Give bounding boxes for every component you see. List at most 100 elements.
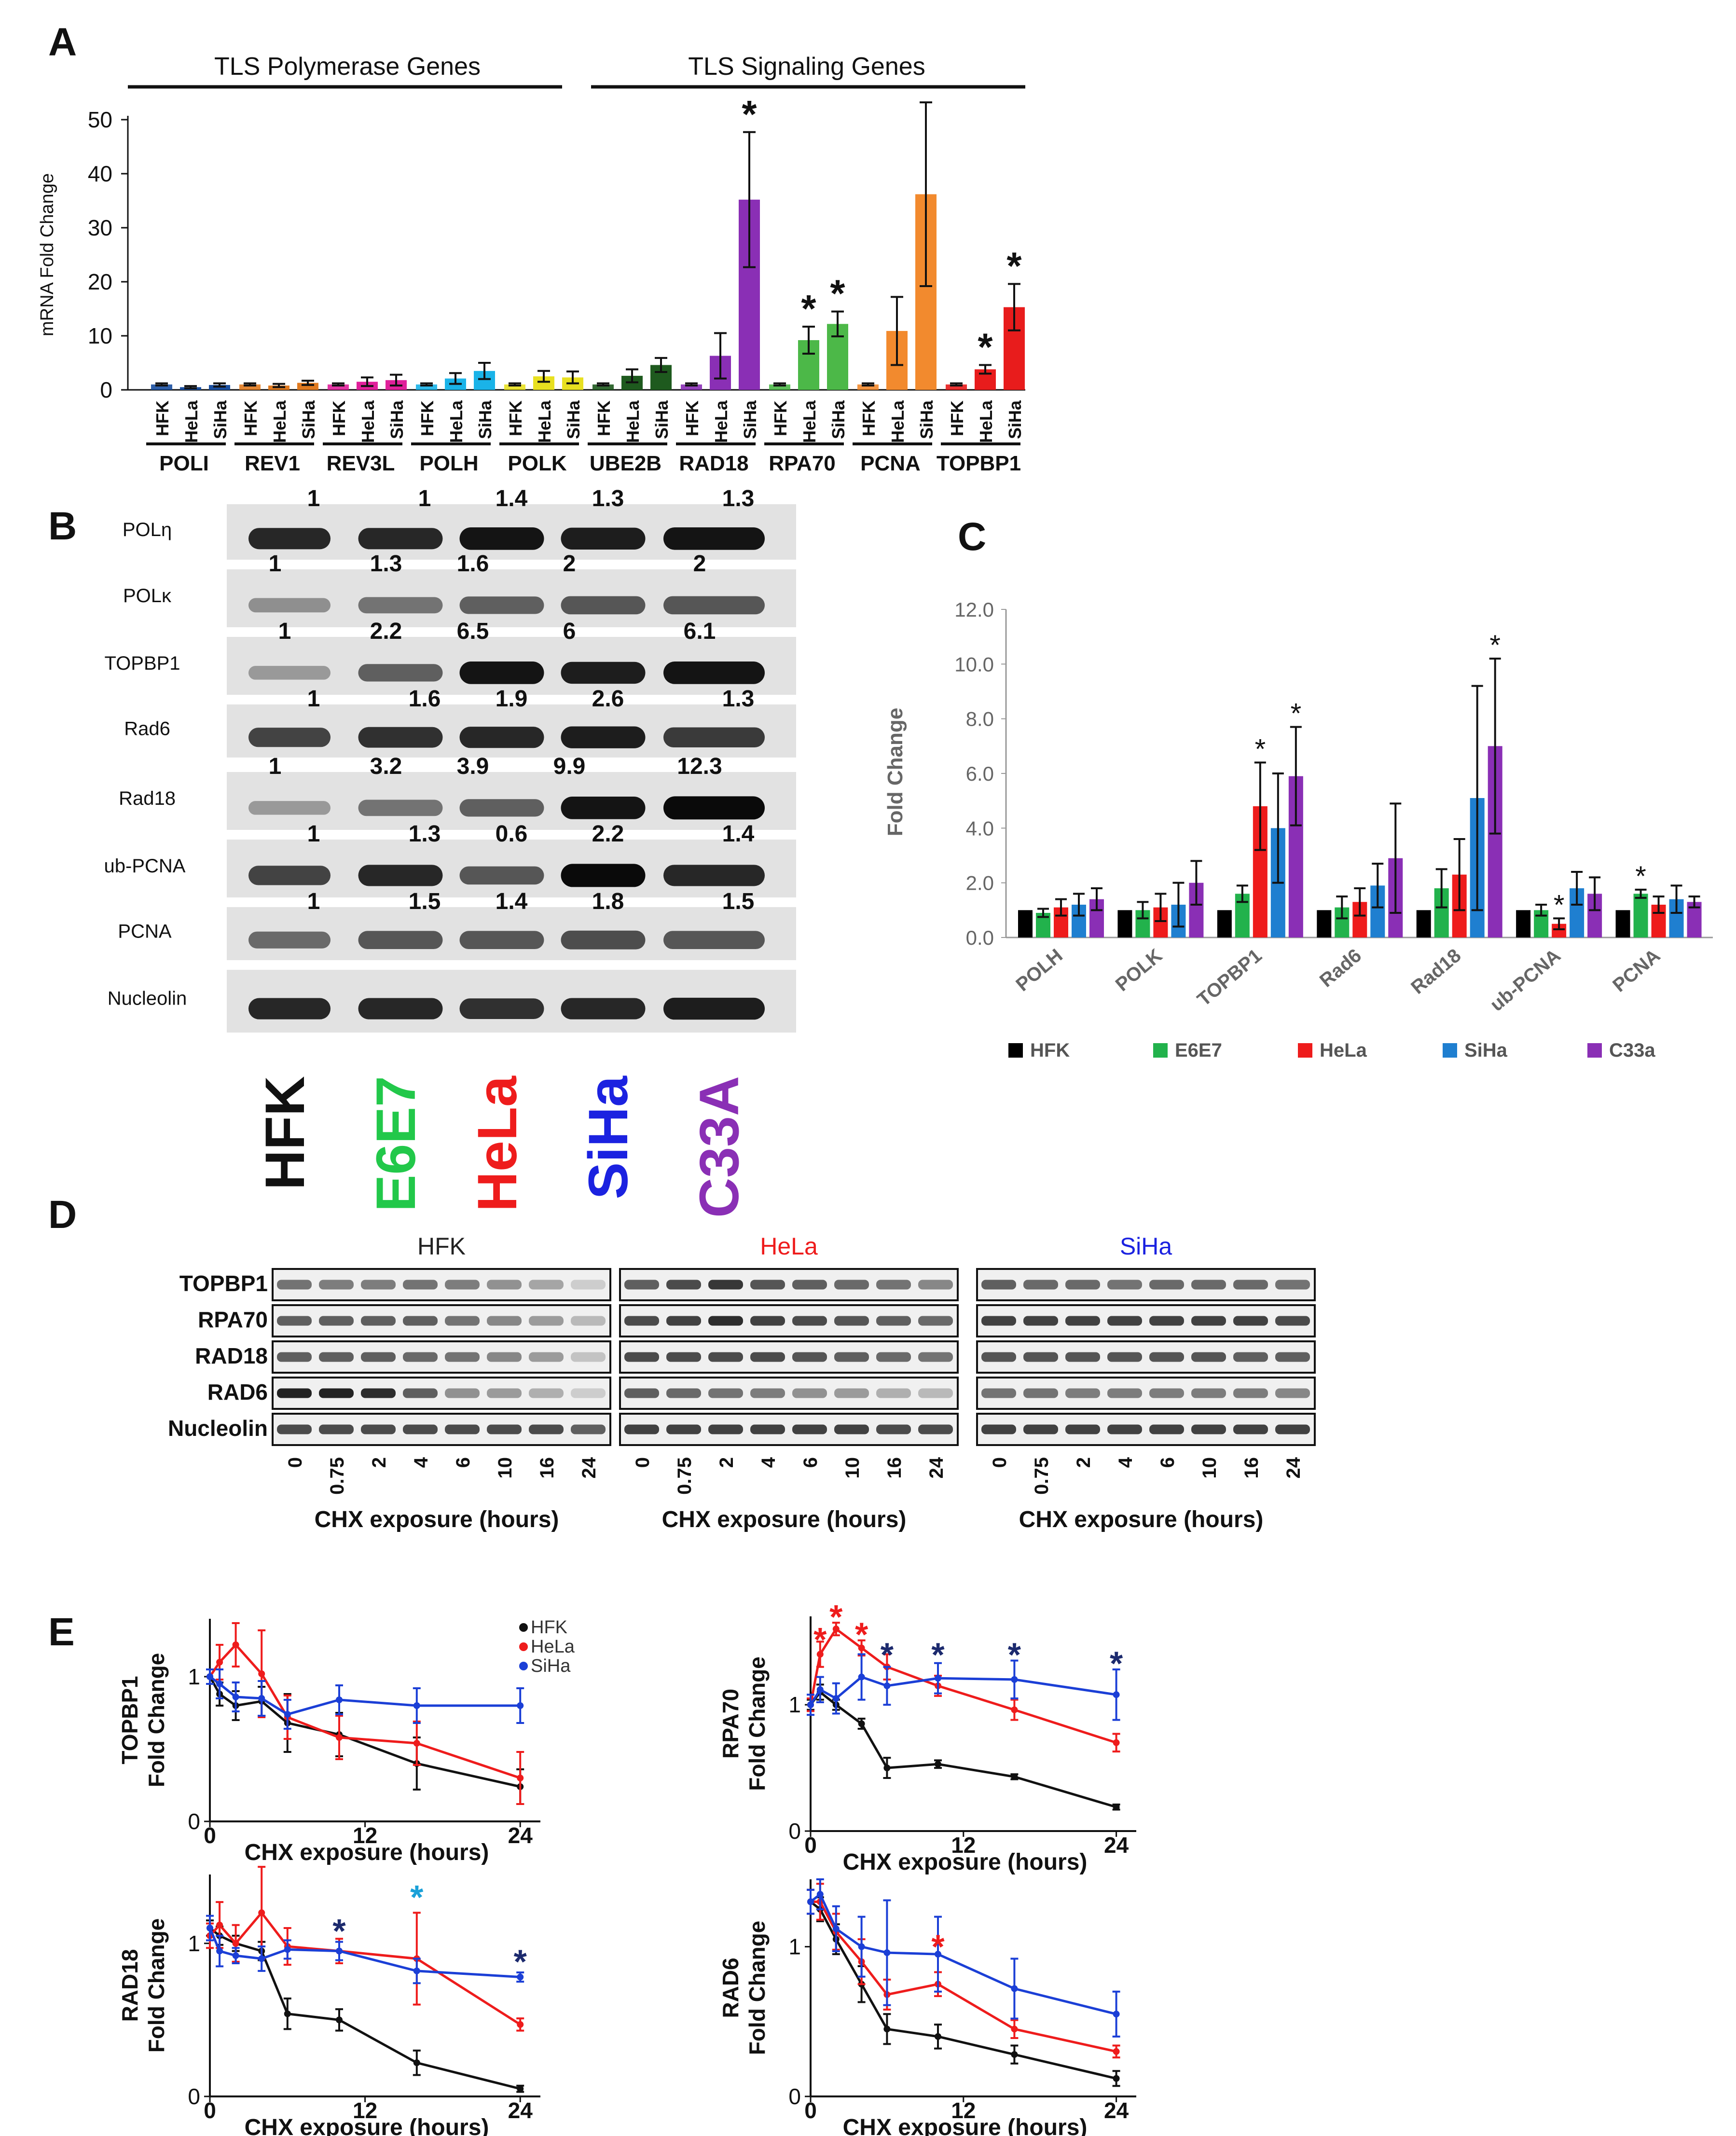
e-series-line-siha — [209, 1675, 521, 1716]
d-timepoint-label: 24 — [1283, 1457, 1304, 1478]
b-quant-value: 1.3 — [370, 551, 402, 577]
e-data-point — [1113, 2075, 1120, 2082]
e-series-line-hela — [811, 1901, 1117, 2053]
b-quant-value: 1.3 — [722, 486, 755, 511]
d-blot-band — [277, 1388, 312, 1398]
a-gene-label: PCNA — [860, 452, 921, 475]
d-blot-band — [361, 1316, 396, 1326]
e-x-tick-label: 12 — [353, 1823, 377, 1848]
d-blot-band — [277, 1280, 312, 1290]
e-data-point — [858, 1673, 865, 1681]
b-blot-band — [248, 998, 331, 1020]
d-blot-band — [445, 1280, 480, 1290]
e-data-point — [232, 1694, 239, 1700]
e-x-tick-label: 24 — [508, 2098, 533, 2123]
e-data-point — [816, 1891, 824, 1898]
a-section-label: TLS Polymerase Genes — [214, 53, 481, 81]
d-blot-band — [834, 1280, 869, 1290]
e-data-point — [883, 1949, 891, 1957]
b-blot-band — [561, 726, 646, 748]
e-data-point — [935, 1951, 941, 1958]
b-blot-band — [663, 997, 765, 1020]
b-blot-band — [248, 728, 331, 747]
b-quant-value: 1 — [269, 551, 282, 577]
d-blot-band — [1233, 1424, 1268, 1434]
d-blot-band — [981, 1280, 1016, 1290]
c-legend-label: C33a — [1609, 1040, 1655, 1061]
b-quant-value: 1.6 — [457, 551, 489, 577]
d-blot-band — [1065, 1316, 1100, 1326]
a-sample-label: HeLa — [711, 400, 731, 443]
a-sample-label: SiHa — [828, 400, 848, 439]
a-sample-label: SiHa — [652, 400, 672, 439]
b-blot-band — [248, 801, 331, 815]
e-data-point — [336, 1734, 343, 1741]
d-timepoint-label: 0 — [285, 1457, 306, 1468]
e-data-point — [883, 1764, 891, 1772]
a-sample-label: HFK — [859, 400, 879, 436]
e-data-point — [517, 1775, 524, 1781]
b-lane-label: SiHa — [578, 1075, 639, 1199]
e-data-point — [232, 1641, 239, 1648]
b-blot-band — [358, 597, 443, 614]
a-sample-label: HFK — [682, 400, 702, 436]
a-sample-label: HFK — [152, 400, 172, 436]
b-quant-value: 1.6 — [409, 686, 441, 712]
e-data-point — [807, 1898, 814, 1905]
a-sample-label: SiHa — [210, 400, 230, 439]
e-series-line-hfk — [209, 1927, 521, 2090]
d-blot-band — [792, 1424, 827, 1434]
c-legend-swatch — [1153, 1043, 1168, 1058]
d-blot-band — [981, 1316, 1016, 1326]
d-blot-band — [277, 1424, 312, 1434]
e-data-point — [832, 1695, 840, 1702]
panel-a: 0 10 20 30 40 50 mRNA Fold Change TLS Polymeras… — [37, 53, 1025, 475]
d-blot-band — [403, 1316, 438, 1326]
e-data-point — [258, 1909, 265, 1916]
c-bar — [1516, 910, 1531, 937]
d-timepoint-label: 2 — [1073, 1457, 1094, 1468]
d-blot-band — [571, 1316, 606, 1326]
e-x-tick-label: 12 — [951, 2098, 976, 2123]
d-blot-band — [571, 1280, 606, 1290]
d-blot-band — [571, 1388, 606, 1398]
b-blot-band — [248, 666, 331, 680]
e-x-tick-label: 0 — [204, 2098, 216, 2123]
a-bar — [239, 384, 261, 390]
d-timepoint-label: 0 — [632, 1457, 653, 1468]
e-data-point — [207, 1673, 213, 1680]
a-bar — [592, 384, 614, 390]
b-quant-value: 6.1 — [684, 619, 716, 644]
b-blot-band — [663, 527, 765, 550]
b-row-label: Rad6 — [124, 718, 170, 740]
e-x-tick-label: 12 — [353, 2098, 377, 2123]
e-data-point — [858, 1644, 865, 1652]
e-data-point — [413, 1740, 420, 1747]
b-quant-value: 1 — [269, 754, 282, 779]
c-category-label: POLK — [1112, 945, 1166, 995]
e-data-point — [284, 2010, 291, 2017]
a-sample-label: SiHa — [299, 400, 318, 439]
d-blot-band — [876, 1280, 911, 1290]
b-blot-band — [663, 661, 765, 684]
e-data-point — [413, 1702, 420, 1709]
d-blot-band — [319, 1388, 354, 1398]
b-blot-band — [459, 998, 544, 1019]
b-row-label: ub-PCNA — [104, 855, 186, 877]
a-sample-label: HeLa — [270, 400, 289, 443]
a-sample-label: SiHa — [564, 400, 583, 439]
d-blot-band — [571, 1424, 606, 1434]
c-category-label: TOPBP1 — [1193, 945, 1266, 1010]
d-blot-band — [403, 1352, 438, 1362]
d-timepoint-label: 6 — [800, 1457, 821, 1468]
c-bar — [1018, 910, 1033, 937]
d-blot-band — [918, 1388, 953, 1398]
b-quant-value: 1.4 — [496, 889, 528, 914]
a-sample-label: HFK — [947, 400, 967, 436]
c-bar — [1317, 910, 1332, 937]
d-timepoint-label: 0.75 — [1031, 1457, 1052, 1495]
e-data-point — [216, 1659, 223, 1666]
panel-letter-e: E — [48, 1610, 75, 1654]
